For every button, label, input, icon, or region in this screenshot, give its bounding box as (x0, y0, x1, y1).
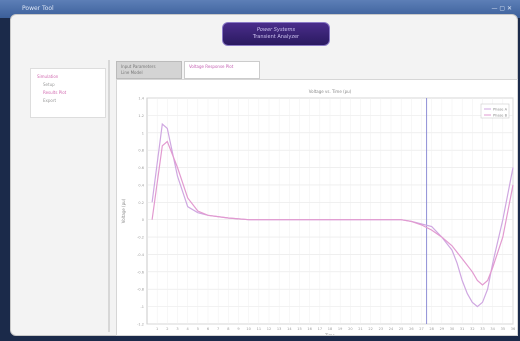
x-tick-label: 17 (318, 327, 322, 331)
y-axis-label: Voltage (pu) (121, 198, 126, 223)
y-tick-label: 0.4 (138, 183, 144, 187)
x-tick-label: 1 (156, 327, 158, 331)
x-tick-label: 31 (460, 327, 464, 331)
legend-label: Phase B (493, 113, 508, 117)
y-tick-label: -0.6 (137, 270, 144, 274)
pane-splitter[interactable] (108, 60, 110, 332)
x-tick-label: 11 (257, 327, 261, 331)
x-tick-label: 30 (450, 327, 454, 331)
app-banner-logo: Power Systems Transient Analyzer (222, 22, 330, 46)
chart-title: Voltage vs. Time (pu) (309, 89, 352, 94)
y-tick-label: 0.6 (138, 166, 144, 170)
tab-input-parameters[interactable]: Input Parameters Line Model (116, 61, 182, 79)
tab-input-parameters-label: Input Parameters (121, 64, 156, 69)
tab-input-parameters-sub: Line Model (121, 70, 143, 75)
x-tick-label: 26 (409, 327, 413, 331)
y-tick-label: 1 (142, 131, 144, 135)
voltage-chart: 1.4 1.2 1 0.8 0.6 0.4 0.2 0 -0.2 -0.4 -0.6 -0.8 -1 -1… (121, 89, 515, 335)
x-tick-label: 13 (277, 327, 281, 331)
x-tick-label: 8 (227, 327, 229, 331)
x-tick-label: 14 (287, 327, 292, 331)
navigation-tree: Simulation Setup Results Plot Export (30, 68, 106, 118)
x-tick-label: 4 (187, 327, 190, 331)
x-tick-label: 24 (389, 327, 394, 331)
x-tick-label: 6 (207, 327, 209, 331)
x-tick-label: 22 (368, 327, 372, 331)
legend-label: Phase A (493, 107, 508, 111)
x-tick-label: 16 (307, 327, 311, 331)
y-tick-label: 1.4 (138, 97, 144, 101)
x-tick-label: 2 (166, 327, 168, 331)
y-tick-label: 0.8 (138, 149, 144, 153)
y-tick-label: -0.2 (137, 236, 144, 240)
y-tick-label: -0.8 (137, 288, 144, 292)
x-tick-label: 33 (480, 327, 484, 331)
x-tick-label: 18 (328, 327, 332, 331)
y-tick-label: -1.2 (137, 323, 144, 327)
window-title: Power Tool (22, 5, 54, 12)
tree-item-simulation[interactable]: Simulation (37, 74, 59, 79)
series-line-2 (151, 140, 514, 286)
y-tick-label: -1 (141, 305, 145, 309)
y-tick-label: 0 (142, 218, 144, 222)
banner-line-1: Power Systems (256, 27, 296, 33)
x-tick-label: 29 (440, 327, 444, 331)
tree-item-results-plot[interactable]: Results Plot (43, 90, 67, 95)
x-tick-label: 7 (217, 327, 219, 331)
x-tick-label: 21 (358, 327, 362, 331)
y-tick-label: 1.2 (138, 114, 144, 118)
series-line-1 (151, 122, 514, 308)
x-axis-label: Time (324, 333, 335, 335)
x-tick-label: 10 (246, 327, 250, 331)
tree-item-export[interactable]: Export (43, 98, 57, 103)
x-tick-label: 20 (348, 327, 352, 331)
x-tick-label: 36 (511, 327, 515, 331)
tab-voltage-response-plot-label: Voltage Response Plot (189, 64, 234, 69)
x-tick-label: 28 (429, 327, 433, 331)
x-tick-label: 12 (267, 327, 271, 331)
x-tick-label: 5 (197, 327, 199, 331)
y-tick-label: -0.4 (137, 253, 145, 257)
x-tick-label: 34 (490, 327, 495, 331)
x-tick-label: 35 (501, 327, 505, 331)
window-controls[interactable]: — ▢ ✕ (491, 5, 512, 12)
x-tick-label: 32 (470, 327, 474, 331)
x-tick-label: 27 (419, 327, 423, 331)
x-tick-label: 15 (297, 327, 301, 331)
plot-panel: 1.4 1.2 1 0.8 0.6 0.4 0.2 0 -0.2 -0.4 -0.6 -0.8 -1 -1… (116, 79, 518, 336)
y-tick-label: 0.2 (138, 201, 144, 205)
x-tick-label: 9 (237, 327, 239, 331)
x-tick-label: 3 (176, 327, 178, 331)
x-tick-label: 23 (379, 327, 383, 331)
window-titlebar: Power Tool — ▢ ✕ (0, 0, 520, 18)
x-tick-label: 19 (338, 327, 342, 331)
banner-line-2: Transient Analyzer (252, 34, 300, 40)
tab-voltage-response-plot[interactable]: Voltage Response Plot (184, 61, 260, 79)
chart-legend: Phase A Phase B (480, 103, 510, 119)
x-tick-label: 25 (399, 327, 403, 331)
tree-item-setup[interactable]: Setup (43, 82, 55, 87)
